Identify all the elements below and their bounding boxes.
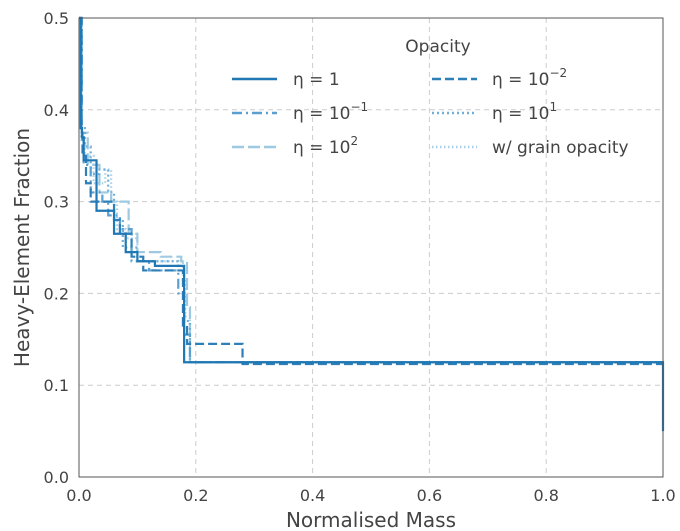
legend-label: η = 10−2 xyxy=(492,66,567,90)
y-tick-label: 0.2 xyxy=(44,284,69,303)
series-line xyxy=(79,16,663,364)
plot-frame xyxy=(78,17,664,478)
grid xyxy=(79,18,663,477)
y-tick-label: 0.1 xyxy=(44,376,69,395)
y-tick-label: 0.0 xyxy=(44,468,69,487)
y-tick-label: 0.4 xyxy=(44,101,69,120)
legend-label: η = 101 xyxy=(492,100,557,124)
y-tick-label: 0.3 xyxy=(44,193,69,212)
series-line xyxy=(79,16,665,432)
x-tick-labels: 0.0 0.2 0.4 0.6 0.8 1.0 xyxy=(66,486,675,505)
x-tick-label: 0.4 xyxy=(300,486,325,505)
x-axis-label: Normalised Mass xyxy=(286,508,456,531)
x-tick-label: 1.0 xyxy=(650,486,675,505)
series-line xyxy=(79,16,663,366)
legend-label: η = 1 xyxy=(293,70,340,90)
x-tick-label: 0.6 xyxy=(417,486,442,505)
legend: Opacity η = 1 η = 10−2 η = 10−1 η = 101 η = … xyxy=(232,37,629,158)
legend-title: Opacity xyxy=(405,37,470,57)
series-layer xyxy=(79,16,665,432)
y-tick-label: 0.5 xyxy=(44,9,69,28)
x-tick-label: 0.0 xyxy=(66,486,91,505)
series-line xyxy=(79,16,663,364)
x-tick-label: 0.8 xyxy=(533,486,558,505)
y-axis-label: Heavy-Element Fraction xyxy=(10,128,34,367)
legend-label: η = 10−1 xyxy=(293,100,368,124)
series-line xyxy=(79,16,663,364)
x-tick-label: 0.2 xyxy=(183,486,208,505)
legend-label: w/ grain opacity xyxy=(492,138,629,158)
y-tick-labels: 0.0 0.1 0.2 0.3 0.4 0.5 xyxy=(44,9,69,487)
legend-label: η = 102 xyxy=(293,134,358,158)
series-line xyxy=(79,16,663,364)
